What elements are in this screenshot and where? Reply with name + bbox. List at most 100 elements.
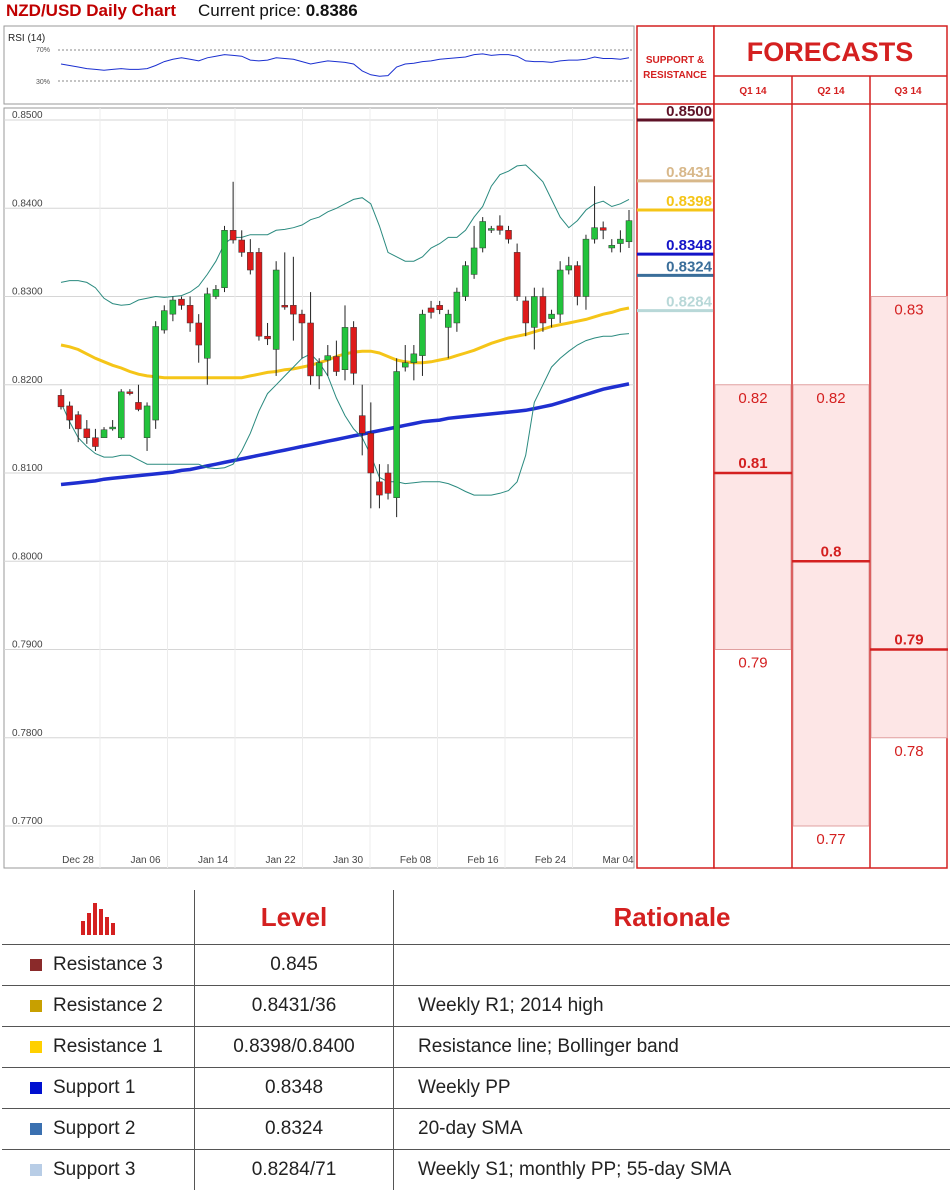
candle-down	[298, 313, 306, 324]
candle-up	[617, 238, 624, 244]
candle-up	[531, 296, 538, 328]
candle-down	[307, 322, 314, 377]
color-swatch	[30, 959, 42, 971]
candle-up	[582, 238, 590, 297]
candle-down	[574, 265, 581, 297]
support-resistance-panel: SUPPORT & RESISTANCE 0.85000.84310.83980…	[636, 25, 715, 869]
row-label: Support 2	[53, 1118, 136, 1139]
candle-up	[109, 426, 116, 430]
sr-header-line1: SUPPORT &	[646, 55, 704, 66]
candle-up	[608, 245, 616, 249]
candle-up	[341, 327, 349, 370]
candle-up	[470, 247, 478, 275]
candle-down	[384, 472, 392, 494]
level-header: Level	[194, 890, 394, 945]
row-label: Resistance 1	[53, 1036, 163, 1057]
y-tick-label: 0.7800	[12, 728, 43, 739]
price-panel-frame	[3, 107, 635, 869]
table-row: Resistance 1 0.8398/0.8400 Resistance li…	[2, 1026, 950, 1068]
forecast-quarter-label: Q2 14	[817, 86, 845, 97]
y-tick-label: 0.7900	[12, 640, 43, 651]
candle-up	[143, 405, 151, 438]
table-row: Support 1 0.8348 Weekly PP	[2, 1067, 950, 1109]
rsi-label: RSI (14)	[8, 33, 45, 44]
current-price: Current price: 0.8386	[198, 1, 358, 21]
row-level: 0.8324	[194, 1108, 394, 1150]
row-rationale: Weekly R1; 2014 high	[393, 985, 950, 1027]
candle-down	[358, 415, 366, 434]
row-label-cell: Resistance 2	[2, 985, 195, 1027]
y-tick-label: 0.8000	[12, 551, 43, 562]
sr-level-label: 0.8431	[666, 164, 712, 181]
y-tick-label: 0.8100	[12, 463, 43, 474]
candle-down	[599, 227, 607, 231]
levels-table-header: Level Rationale	[2, 890, 950, 945]
sr-level-label: 0.8348	[666, 237, 712, 254]
x-tick-label: Feb 16	[467, 855, 499, 866]
forecasts-title: FORECASTS	[747, 37, 914, 67]
row-level: 0.8431/36	[194, 985, 394, 1027]
candle-down	[178, 298, 185, 306]
sr-level-label: 0.8284	[666, 294, 713, 311]
candle-up	[479, 221, 486, 249]
candle-down	[83, 428, 91, 438]
candle-down	[229, 230, 237, 241]
forecast-range-bar	[870, 296, 948, 739]
forecast-value-label: 0.82	[816, 390, 845, 407]
bar-chart-icon	[81, 903, 115, 935]
row-label-cell: Resistance 1	[2, 1026, 195, 1068]
x-tick-label: Dec 28	[62, 855, 94, 866]
forecast-quarter-label: Q3 14	[894, 86, 922, 97]
current-price-value: 0.8386	[305, 1, 358, 20]
candle-up	[169, 299, 177, 315]
candle-down	[57, 395, 65, 408]
candle-up	[401, 362, 409, 368]
x-tick-label: Mar 04	[602, 855, 634, 866]
candle-down	[195, 322, 202, 346]
x-tick-label: Feb 08	[400, 855, 432, 866]
color-swatch	[30, 1082, 42, 1094]
candle-up	[204, 293, 211, 359]
candle-up	[419, 313, 426, 356]
forecast-value-label: 0.78	[894, 743, 923, 760]
candle-down	[513, 252, 521, 297]
row-rationale	[393, 944, 950, 986]
candle-down	[74, 414, 82, 430]
chart-canvas: RSI (14) 70% 30% 0.85000.84000.83000.820…	[3, 25, 948, 869]
forecasts-panel: FORECASTS Q1 14 Q2 14 Q3 14 0.82 0.81 0.79…	[713, 25, 948, 869]
rsi-lower-label: 30%	[36, 79, 50, 86]
candle-up	[393, 371, 400, 498]
bars-icon-cell	[2, 890, 195, 945]
candle-down	[92, 437, 99, 447]
levels-table: Level Rationale Resistance 3 0.845 Resis…	[2, 890, 950, 1190]
forecast-value-label: 0.81	[738, 455, 767, 472]
rsi-panel: RSI (14) 70% 30%	[3, 25, 635, 105]
y-tick-label: 0.8500	[12, 110, 43, 121]
candle-up	[212, 289, 220, 297]
candle-up	[272, 269, 280, 350]
candle-down	[66, 405, 73, 421]
candle-up	[548, 313, 555, 319]
forecast-value-label: 0.83	[894, 302, 923, 319]
row-rationale: Resistance line; Bollinger band	[393, 1026, 950, 1068]
row-rationale: Weekly PP	[393, 1067, 950, 1109]
row-rationale: Weekly S1; monthly PP; 55-day SMA	[393, 1149, 950, 1190]
candle-up	[152, 326, 159, 421]
candle-up	[462, 265, 469, 297]
sr-level-label: 0.8398	[666, 193, 712, 210]
forecast-bars: 0.82 0.81 0.79 0.82 0.8 0.77 0.83 0.79 0.78	[714, 296, 948, 848]
candle-up	[315, 362, 323, 377]
candle-down	[290, 305, 297, 315]
table-row: Resistance 2 0.8431/36 Weekly R1; 2014 h…	[2, 985, 950, 1027]
candle-up	[591, 227, 598, 240]
forecast-value-label: 0.79	[894, 632, 923, 649]
candle-down	[281, 305, 289, 308]
row-level: 0.8348	[194, 1067, 394, 1109]
sr-header-line2: RESISTANCE	[643, 70, 707, 81]
forecast-value-label: 0.82	[738, 390, 767, 407]
indicator-line-sma200	[60, 382, 630, 487]
chart-title: NZD/USD Daily Chart	[6, 1, 177, 20]
forecast-range-bar	[792, 384, 870, 827]
forecast-value-label: 0.77	[816, 831, 845, 848]
x-tick-label: Jan 06	[130, 855, 160, 866]
